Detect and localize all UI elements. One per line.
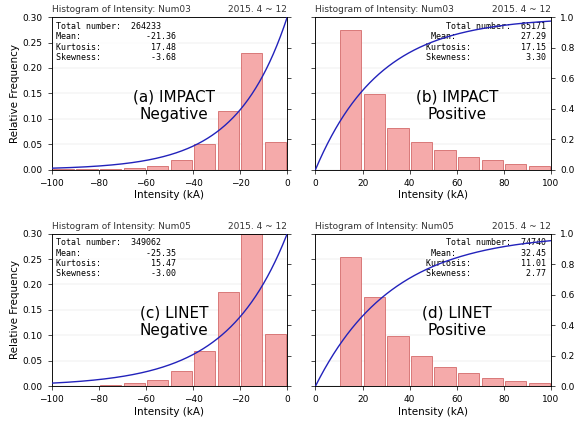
Text: Total number:  74740
Mean:             32.45
Kurtosis:          11.01
Skewness: : Total number: 74740 Mean: 32.45 Kurtosis… [426, 238, 546, 278]
Bar [340, 257, 362, 386]
Y-axis label: Relative Frequency: Relative Frequency [10, 44, 20, 143]
Text: Histogram of Intensity: Num05: Histogram of Intensity: Num05 [316, 222, 455, 231]
X-axis label: Intensity (kA): Intensity (kA) [398, 407, 468, 417]
Bar [147, 380, 168, 386]
Bar [458, 373, 479, 386]
Bar [411, 142, 432, 169]
Bar [218, 292, 239, 386]
Bar [100, 384, 121, 386]
Text: (b) IMPACT
Positive: (b) IMPACT Positive [416, 89, 498, 122]
Text: 2015. 4 ~ 12: 2015. 4 ~ 12 [492, 222, 551, 231]
Bar [458, 157, 479, 169]
Text: (c) LINET
Negative: (c) LINET Negative [140, 306, 208, 338]
Bar [387, 128, 409, 169]
Y-axis label: Relative Frequency: Relative Frequency [10, 260, 20, 360]
Bar [170, 160, 192, 169]
Bar [505, 381, 526, 386]
Bar [411, 356, 432, 386]
Bar [123, 168, 145, 169]
Bar [147, 166, 168, 169]
Text: Total number:  65171
Mean:             27.29
Kurtosis:          17.15
Skewness: : Total number: 65171 Mean: 27.29 Kurtosis… [426, 22, 546, 62]
Bar [482, 160, 503, 169]
Text: (a) IMPACT
Negative: (a) IMPACT Negative [133, 89, 215, 122]
Text: 2015. 4 ~ 12: 2015. 4 ~ 12 [492, 5, 551, 14]
Text: Histogram of Intensity: Num03: Histogram of Intensity: Num03 [316, 5, 455, 14]
Bar [505, 163, 526, 169]
Bar [123, 383, 145, 386]
Text: Total number:  264233
Mean:             -21.36
Kurtosis:          17.48
Skewness: Total number: 264233 Mean: -21.36 Kurtos… [56, 22, 176, 62]
Text: Histogram of Intensity: Num03: Histogram of Intensity: Num03 [52, 5, 191, 14]
Text: 2015. 4 ~ 12: 2015. 4 ~ 12 [228, 5, 287, 14]
Bar [364, 94, 385, 169]
Bar [529, 166, 550, 169]
Bar [218, 111, 239, 169]
Bar [387, 336, 409, 386]
X-axis label: Intensity (kA): Intensity (kA) [398, 190, 468, 200]
Bar [340, 30, 362, 169]
Bar [364, 297, 385, 386]
Text: Histogram of Intensity: Num05: Histogram of Intensity: Num05 [52, 222, 191, 231]
Bar [482, 378, 503, 386]
Text: (d) LINET
Positive: (d) LINET Positive [422, 306, 492, 338]
Bar [265, 334, 286, 386]
Bar [265, 142, 286, 169]
Text: Total number:  349062
Mean:             -25.35
Kurtosis:          15.47
Skewness: Total number: 349062 Mean: -25.35 Kurtos… [56, 238, 176, 278]
X-axis label: Intensity (kA): Intensity (kA) [134, 407, 204, 417]
Bar [435, 150, 456, 169]
Bar [194, 350, 215, 386]
Bar [435, 367, 456, 386]
X-axis label: Intensity (kA): Intensity (kA) [134, 190, 204, 200]
Bar [194, 144, 215, 169]
Bar [241, 53, 262, 169]
Bar [170, 371, 192, 386]
Bar [529, 383, 550, 386]
Bar [241, 234, 262, 386]
Text: 2015. 4 ~ 12: 2015. 4 ~ 12 [228, 222, 287, 231]
